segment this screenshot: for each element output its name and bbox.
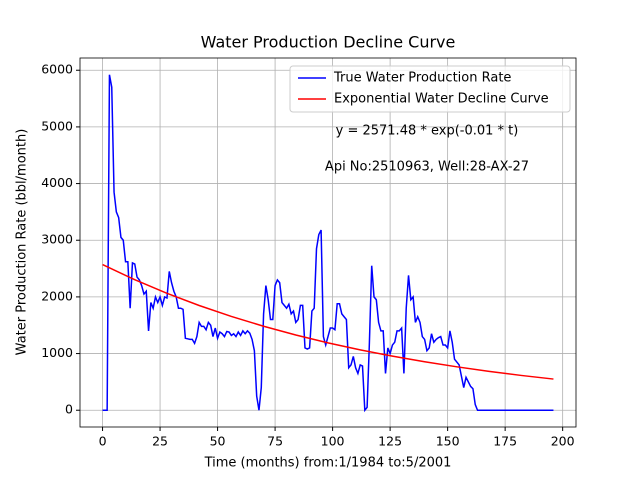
- legend-box: [289, 65, 571, 113]
- y-tick-label: 1000: [41, 345, 73, 360]
- data-line: [102, 74, 554, 413]
- data-line: [102, 263, 554, 380]
- x-tick-label: 50: [210, 434, 226, 449]
- annotation: y = 2571.48 * exp(-0.01 * t): [336, 124, 519, 139]
- annotation: Api No:2510963, Well:28-AX-27: [325, 160, 529, 175]
- legend-label: Exponential Water Decline Curve: [334, 92, 549, 107]
- x-tick-label: 200: [551, 434, 575, 449]
- y-tick-label: 4000: [41, 175, 73, 190]
- y-axis-label: Water Production Rate (bbl/month): [15, 129, 30, 356]
- y-tick-label: 3000: [41, 232, 73, 247]
- y-tick-label: 2000: [41, 288, 73, 303]
- y-tick-label: 6000: [41, 62, 73, 77]
- legend-label: True Water Production Rate: [333, 71, 511, 86]
- x-tick-label: 100: [321, 434, 345, 449]
- x-tick-label: 125: [378, 434, 402, 449]
- x-tick-label: 75: [267, 434, 283, 449]
- x-tick-label: 175: [493, 434, 517, 449]
- x-tick-label: 0: [99, 434, 107, 449]
- y-tick-label: 0: [65, 402, 73, 417]
- x-tick-label: 25: [152, 434, 168, 449]
- plot-frame: [79, 57, 577, 428]
- x-axis-label: Time (months) from:1/1984 to:5/2001: [204, 456, 452, 471]
- y-tick-label: 5000: [41, 118, 73, 133]
- x-tick-label: 150: [436, 434, 460, 449]
- chart-title: Water Production Decline Curve: [201, 33, 456, 52]
